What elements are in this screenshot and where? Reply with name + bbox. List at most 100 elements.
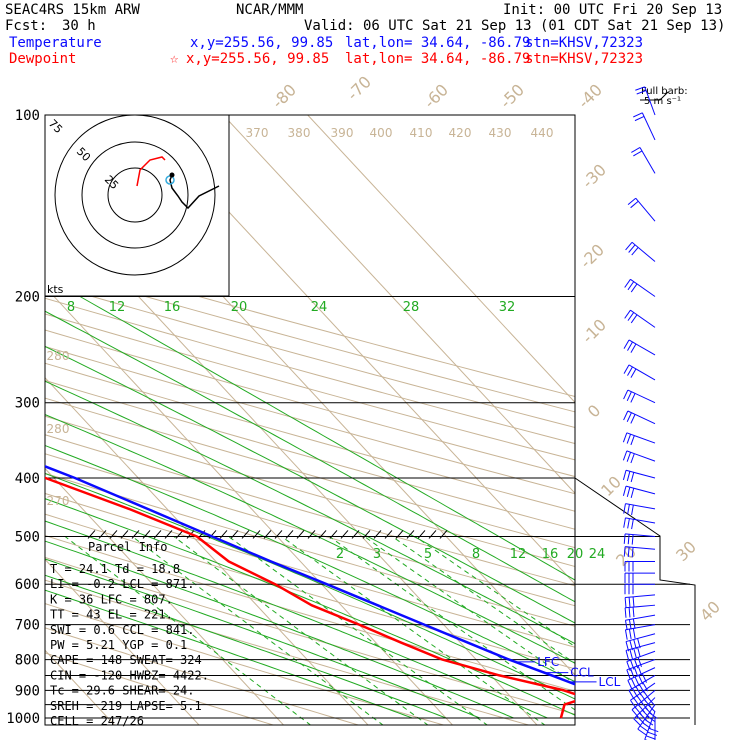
hatch-mark <box>175 530 184 539</box>
theta-label: 430 <box>489 126 512 140</box>
wind-barb-flag <box>630 668 635 679</box>
wind-barb-shaft <box>630 682 656 701</box>
dewpoint-profile-line <box>45 476 575 719</box>
wind-barb-flag <box>632 596 635 607</box>
wind-barb-flag <box>645 735 656 740</box>
dry-adiabat-line <box>45 434 575 587</box>
wind-barb-flag <box>631 519 634 530</box>
dewpoint-star-icon: ☆ <box>170 51 179 67</box>
wind-barb-flag <box>642 682 649 692</box>
wind-barb-flag <box>632 628 636 639</box>
mixing-ratio-label: 8 <box>472 547 480 562</box>
wind-barb-flag <box>625 650 630 661</box>
dry-adiabat-line <box>45 472 575 627</box>
wind-barb-flag <box>628 597 631 608</box>
hatch-mark <box>98 530 107 539</box>
parcel-info-row: PW = 5.21 YGP = 0.1 <box>50 638 187 652</box>
hodograph-ring <box>81 141 189 249</box>
wind-barb-flag <box>624 629 628 640</box>
pressure-label: 100 <box>15 108 40 124</box>
mixing-ratio-line <box>131 536 384 725</box>
temperature-latlon: lat,lon= 34.64, -86.79 <box>345 35 531 51</box>
hatch-mark <box>318 530 327 539</box>
hatch-mark <box>208 530 217 539</box>
wind-barb-shaft <box>631 241 656 262</box>
wind-barb-flag <box>630 368 637 378</box>
wind-barb-shaft <box>627 389 656 404</box>
wind-barb-flag <box>635 86 645 91</box>
dry-adiabat-line <box>45 297 575 445</box>
wind-barb-flag <box>623 546 626 557</box>
forecast-hours: 30 h <box>62 18 96 34</box>
moist-adiabat-label: 20 <box>231 300 248 315</box>
mixing-ratio-label: 2 <box>336 547 344 562</box>
hodograph-ring <box>107 167 163 223</box>
isotherm-label: -40 <box>574 80 606 112</box>
wind-barb-flag <box>627 281 635 291</box>
mixing-ratio-line <box>364 536 575 685</box>
parcel-info-row: CIN = -120 HWBZ= 4422. <box>50 668 209 682</box>
wind-barb-shaft <box>625 642 656 651</box>
hatch-mark <box>263 530 272 539</box>
wind-barb-flag <box>631 709 639 718</box>
isotherm-label: -80 <box>268 80 300 112</box>
theta-label: 420 <box>449 126 472 140</box>
model-title: SEAC4RS 15km ARW <box>5 2 140 18</box>
mixing-ratio-line <box>64 536 312 725</box>
wind-barb-flag <box>627 534 630 545</box>
plot-right-extension <box>574 477 696 725</box>
moist-adiabat-line <box>45 414 575 664</box>
hatch-mark <box>87 530 96 539</box>
moist-adiabat-label: 32 <box>499 300 516 315</box>
isotherm-line <box>45 376 369 725</box>
wind-barb-flag <box>630 659 635 670</box>
wind-barb-shaft <box>625 533 656 537</box>
wind-barb-shaft <box>641 112 656 141</box>
wind-barb-flag <box>638 684 645 694</box>
parcel-info-row: Tc = 29.6 SHEAR= 24. <box>50 684 195 698</box>
plot-frame <box>44 114 696 726</box>
wind-barb-flag <box>636 695 644 705</box>
moist-adiabat-label: 12 <box>109 300 126 315</box>
pressure-label: 300 <box>15 396 40 412</box>
wind-barb-flag <box>633 697 640 707</box>
hatch-mark <box>219 530 228 539</box>
moist-adiabat-label: 8 <box>67 300 75 315</box>
wind-barb-flag <box>627 341 633 351</box>
wind-barb-flag <box>633 112 643 118</box>
dry-adiabat-line <box>45 627 361 725</box>
pressure-label: 700 <box>15 618 40 634</box>
wind-barb-flag <box>636 90 647 95</box>
isobar-lines <box>45 114 690 719</box>
hatch-mark <box>417 530 426 539</box>
wind-barb-flag <box>630 678 637 688</box>
pressure-label: 200 <box>15 290 40 306</box>
wind-barb-flag <box>631 504 634 516</box>
moist-adiabat-label: 28 <box>403 300 420 315</box>
wind-barb-shaft <box>627 410 656 425</box>
hatch-mark <box>296 530 305 539</box>
theta-label: 390 <box>331 126 354 140</box>
wind-barb-shaft <box>625 517 656 524</box>
init-time: Init: 00 UTC Fri 20 Sep 13 <box>503 2 723 18</box>
hatch-mark <box>395 530 404 539</box>
theta-label: 410 <box>410 126 433 140</box>
wind-barb-shaft <box>631 690 656 711</box>
level-markers: ELLFCCCLLCL <box>515 655 621 689</box>
wind-barb-flag <box>628 607 631 618</box>
dry-adiabat-line <box>45 556 575 715</box>
wind-barb-shaft <box>625 469 656 479</box>
hatch-mark <box>120 530 129 539</box>
level-marker-label: CCL <box>570 666 594 680</box>
hatch-mark <box>241 530 250 539</box>
wind-barb-flag <box>638 675 644 685</box>
moist-adiabat-line <box>45 498 575 716</box>
theta-label: 280 <box>47 349 70 363</box>
level-marker-label: LFC <box>537 655 559 669</box>
mixing-ratio-label: 12 <box>510 547 527 562</box>
hatch-mark <box>109 530 118 539</box>
wind-barb-flag <box>625 241 633 251</box>
dewpoint-xy: x,y=255.56, 99.85 <box>186 51 330 67</box>
wind-barb-column: Full barb:5 m s⁻¹ <box>622 86 688 740</box>
